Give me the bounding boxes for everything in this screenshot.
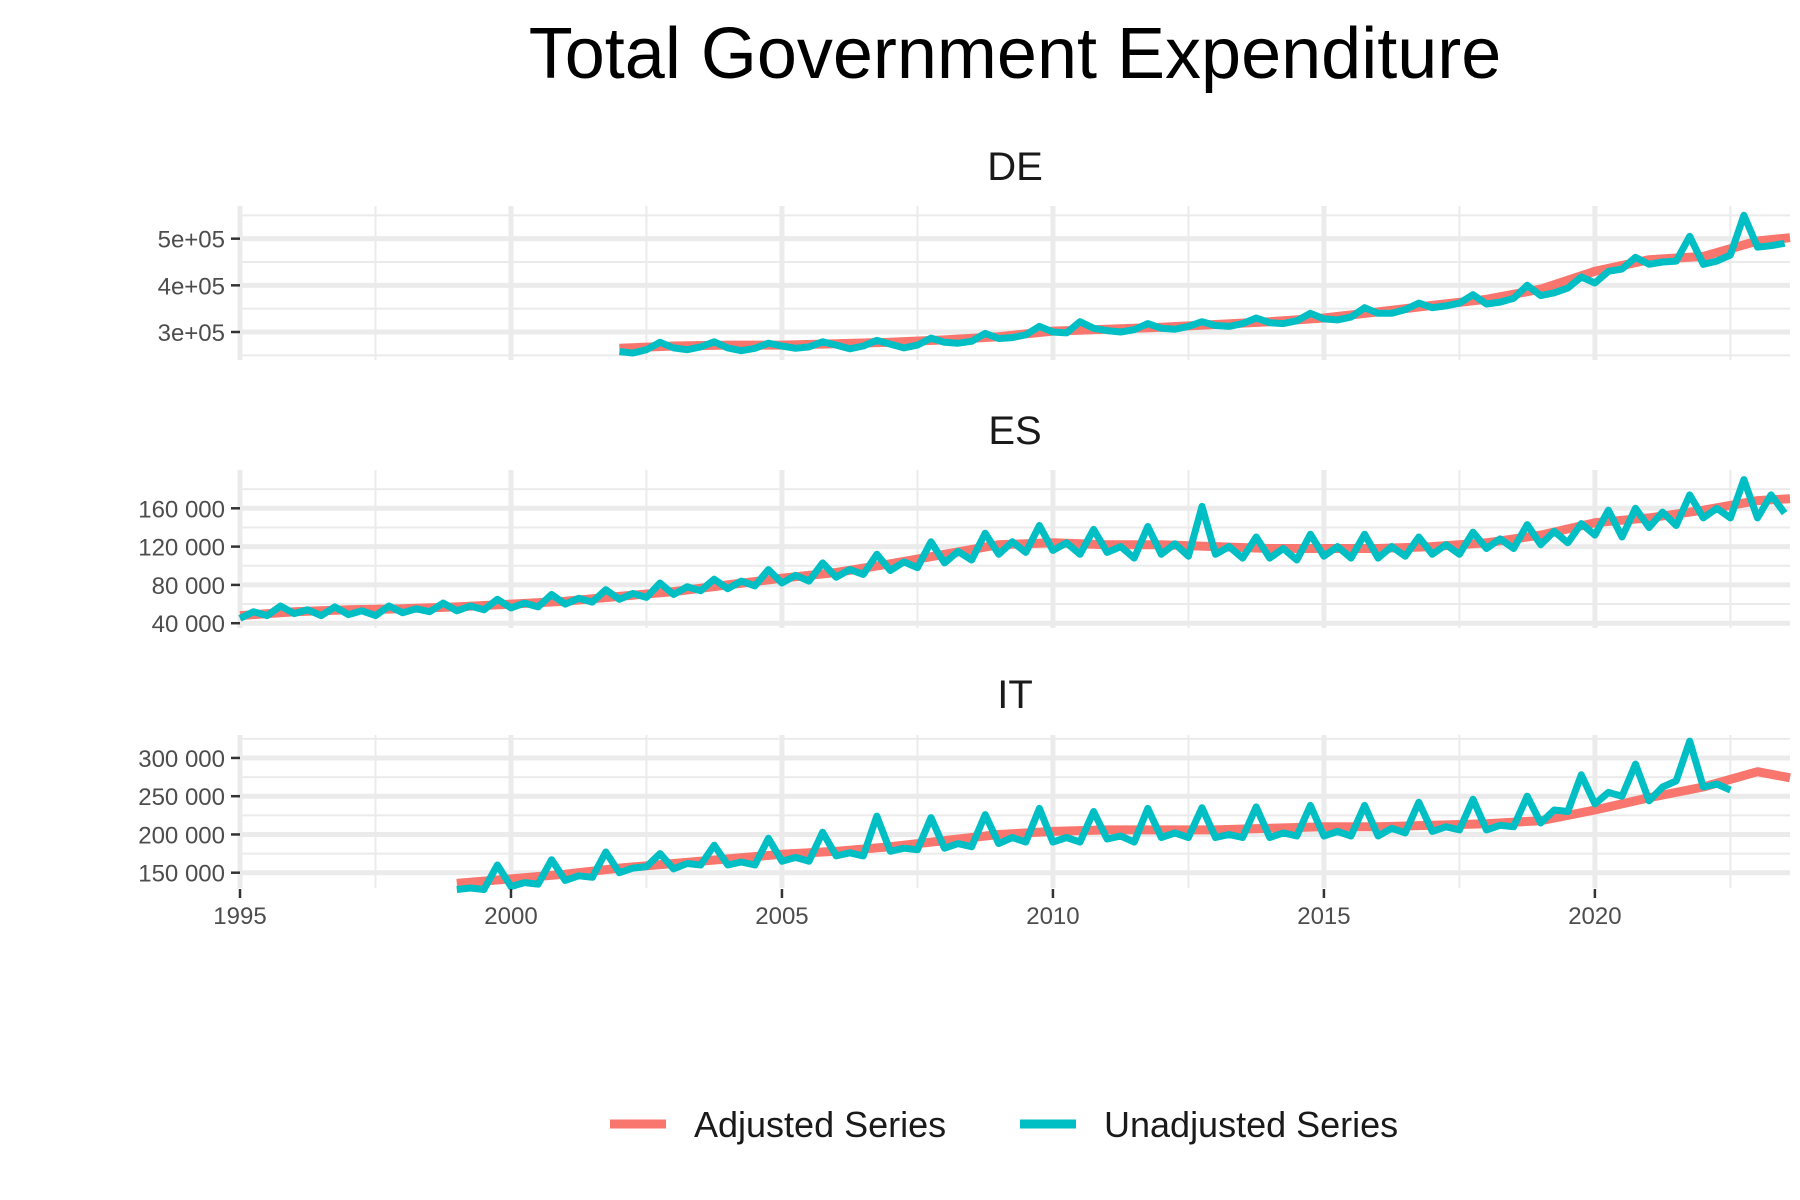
chart-title: Total Government Expenditure — [529, 14, 1502, 94]
panel-it-label: IT — [997, 673, 1033, 717]
panel-es: ES 40 000 80 000 120 000 160 000 — [138, 409, 1791, 638]
panel-es-unadjusted-series-line — [238, 476, 1788, 622]
panel-de-ytick-label: 3e+05 — [158, 320, 225, 347]
xtick-label: 1995 — [213, 903, 266, 930]
panel-it: IT 150 000 200 000 250 000 300 000 1995 2000 20… — [138, 673, 1791, 930]
panel-es-ytick-label: 120 000 — [138, 535, 225, 562]
legend-adjusted-series-label: Adjusted Series — [694, 1104, 946, 1145]
panel-de-ytick-label: 4e+05 — [158, 273, 225, 300]
legend: Adjusted Series Unadjusted Series — [610, 1104, 1398, 1145]
panel-de-label: DE — [987, 145, 1043, 189]
panel-es-adjusted-series-line — [239, 494, 1791, 621]
panel-it-ytick-label: 150 000 — [138, 861, 225, 888]
xtick-label: 2015 — [1297, 903, 1350, 930]
xtick-label: 2005 — [755, 903, 808, 930]
panel-it-ytick-label: 300 000 — [138, 746, 225, 773]
panel-de: DE 3e+05 4e+05 5e+05 — [158, 145, 1791, 360]
panel-it-ytick-label: 200 000 — [138, 822, 225, 849]
panel-es-label: ES — [988, 409, 1041, 453]
panel-de-ytick-label: 5e+05 — [158, 227, 225, 254]
panel-es-ytick-label: 80 000 — [152, 573, 225, 600]
panel-de-unadjusted-series-line — [619, 211, 1786, 357]
xtick-label: 2000 — [484, 903, 537, 930]
panel-es-ytick-label: 40 000 — [152, 611, 225, 638]
xtick-label: 2010 — [1026, 903, 1079, 930]
xtick-label: 2020 — [1568, 903, 1621, 930]
legend-unadjusted-series-label: Unadjusted Series — [1104, 1104, 1398, 1145]
panel-es-ytick-label: 160 000 — [138, 496, 225, 523]
panel-it-unadjusted-series-line — [456, 737, 1732, 893]
panel-it-ytick-label: 250 000 — [138, 784, 225, 811]
panels: DE 3e+05 4e+05 5e+05 ES 40 000 80 000 120 000 16… — [138, 145, 1791, 930]
